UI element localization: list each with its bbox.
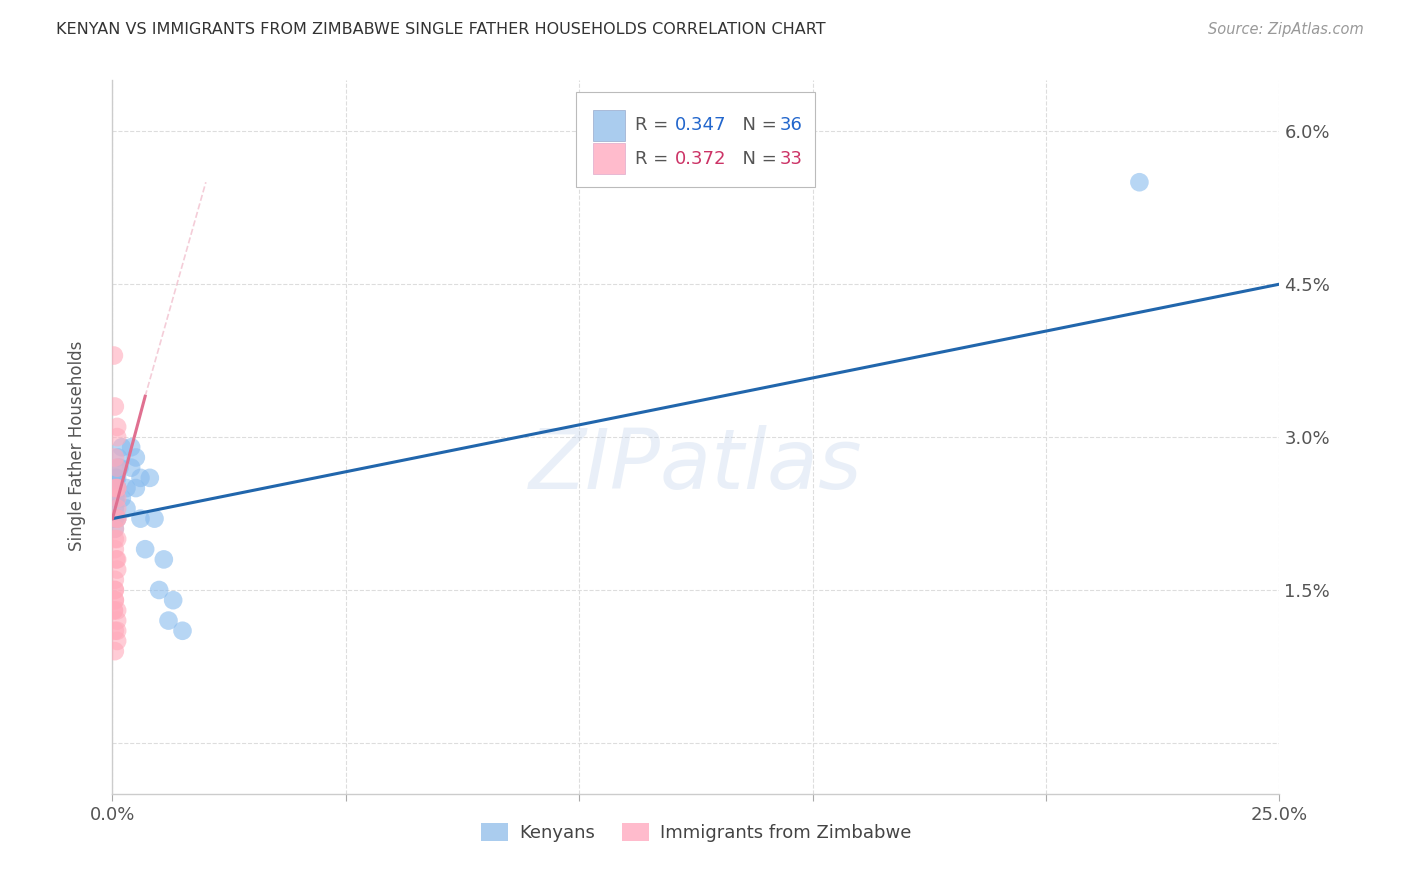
FancyBboxPatch shape: [576, 93, 815, 187]
Point: [105, 460, 128, 475]
Legend: Kenyans, Immigrants from Zimbabwe: Kenyans, Immigrants from Zimbabwe: [474, 815, 918, 849]
Point: [104, 522, 127, 536]
Point: [105, 460, 128, 475]
Point: [105, 603, 128, 617]
Point: [115, 481, 138, 495]
Point: [129, 471, 152, 485]
Point: [104, 471, 127, 485]
Point: [104, 450, 127, 465]
FancyBboxPatch shape: [593, 110, 624, 141]
Point: [105, 552, 128, 566]
Point: [104, 501, 127, 516]
Point: [148, 582, 170, 597]
Point: [105, 624, 128, 638]
Point: [105, 481, 128, 495]
Point: [105, 511, 128, 525]
Point: [134, 542, 156, 557]
Point: [153, 552, 176, 566]
Point: [104, 582, 127, 597]
Point: [105, 481, 128, 495]
Point: [104, 582, 127, 597]
Point: [105, 511, 128, 525]
Point: [104, 511, 127, 525]
Point: [105, 420, 128, 434]
Point: [105, 634, 128, 648]
Point: [103, 603, 125, 617]
Point: [120, 440, 142, 454]
Point: [125, 481, 148, 495]
Text: 33: 33: [780, 150, 803, 168]
Point: [108, 460, 131, 475]
Point: [103, 349, 125, 363]
Point: [129, 511, 152, 525]
Point: [104, 532, 127, 546]
Text: N =: N =: [731, 150, 783, 168]
Point: [104, 593, 127, 607]
Point: [105, 491, 128, 506]
Point: [105, 430, 128, 444]
Point: [120, 460, 142, 475]
Point: [172, 624, 194, 638]
Text: ZIPatlas: ZIPatlas: [529, 425, 863, 506]
Point: [143, 511, 166, 525]
Point: [104, 644, 127, 658]
Text: KENYAN VS IMMIGRANTS FROM ZIMBABWE SINGLE FATHER HOUSEHOLDS CORRELATION CHART: KENYAN VS IMMIGRANTS FROM ZIMBABWE SINGL…: [56, 22, 825, 37]
Point: [105, 491, 128, 506]
Point: [105, 471, 128, 485]
FancyBboxPatch shape: [593, 143, 624, 175]
Point: [105, 563, 128, 577]
Point: [111, 491, 134, 506]
Text: N =: N =: [731, 116, 783, 134]
Point: [104, 511, 127, 525]
Text: Single Father Households: Single Father Households: [69, 341, 86, 551]
Point: [105, 471, 128, 485]
Text: Source: ZipAtlas.com: Source: ZipAtlas.com: [1208, 22, 1364, 37]
Point: [103, 603, 125, 617]
Point: [115, 501, 138, 516]
Point: [105, 501, 128, 516]
Point: [139, 471, 162, 485]
Text: 36: 36: [780, 116, 803, 134]
Point: [105, 511, 128, 525]
Point: [105, 532, 128, 546]
Point: [105, 552, 128, 566]
Text: R =: R =: [636, 116, 675, 134]
Point: [105, 481, 128, 495]
Point: [104, 481, 127, 495]
Point: [105, 614, 128, 628]
Point: [104, 491, 127, 506]
Point: [104, 400, 127, 414]
Text: 0.372: 0.372: [675, 150, 727, 168]
Point: [107, 450, 129, 465]
Point: [1128, 175, 1150, 189]
Point: [104, 522, 127, 536]
Point: [125, 450, 148, 465]
Text: R =: R =: [636, 150, 675, 168]
Point: [105, 481, 128, 495]
Point: [104, 542, 127, 557]
Text: 0.347: 0.347: [675, 116, 727, 134]
Point: [157, 614, 180, 628]
Point: [104, 593, 127, 607]
Point: [104, 624, 127, 638]
Point: [111, 440, 134, 454]
Point: [162, 593, 184, 607]
Point: [104, 573, 127, 587]
Point: [105, 481, 128, 495]
Point: [105, 481, 128, 495]
